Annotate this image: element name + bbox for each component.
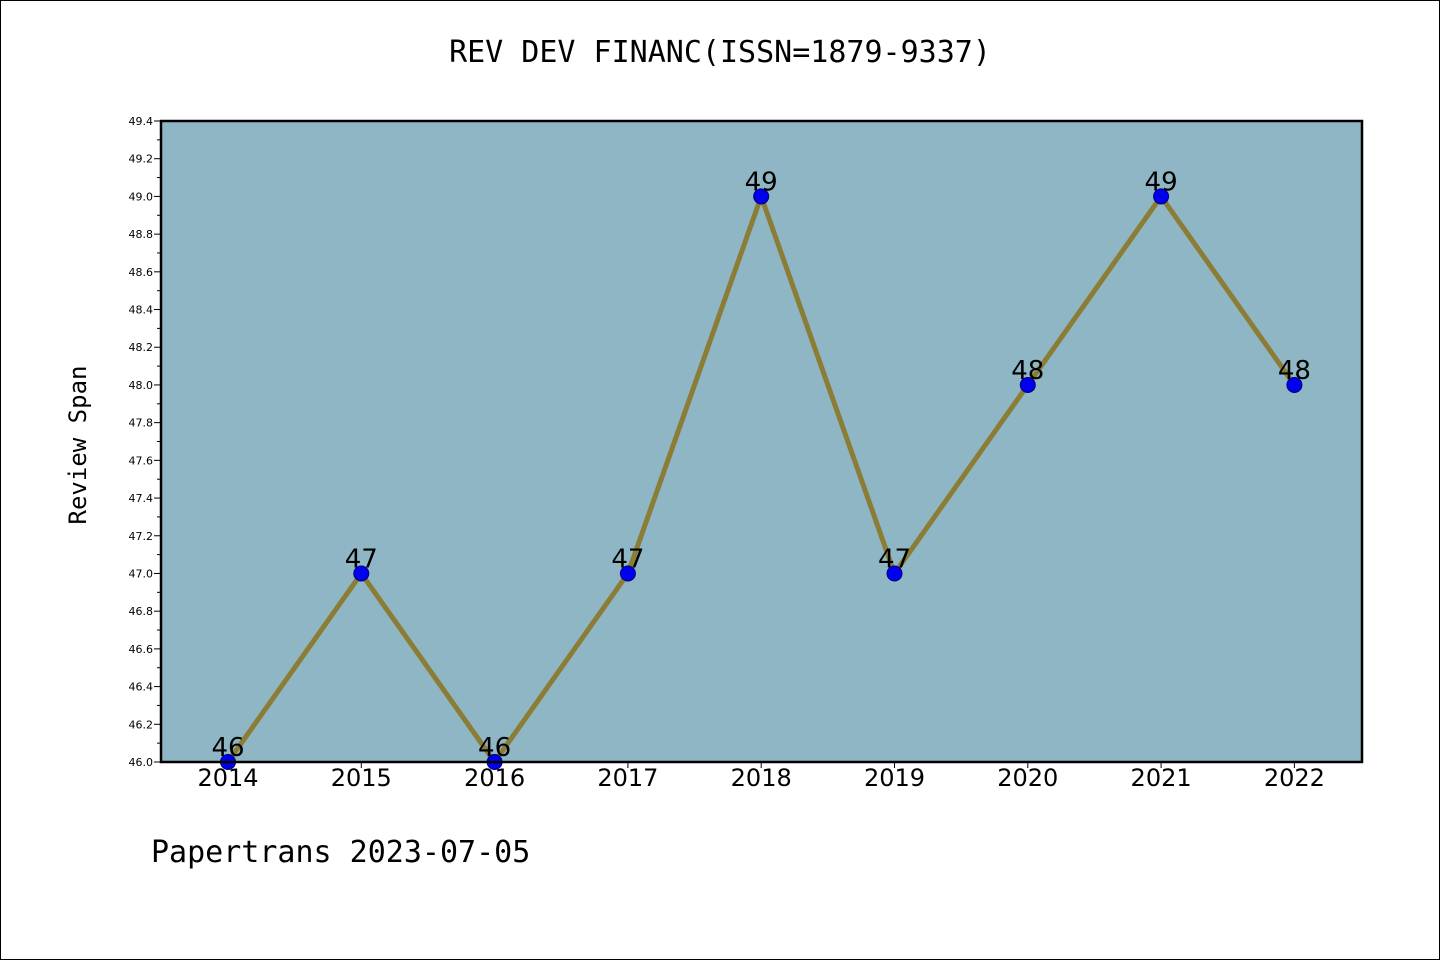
- data-point: [753, 188, 770, 205]
- x-tick-label: 2022: [1264, 764, 1325, 792]
- y-tick-label: 46.6: [129, 643, 154, 656]
- footer-credit: Papertrans 2023-07-05: [151, 835, 531, 870]
- data-label: 46: [478, 733, 511, 763]
- y-tick-label: 47.0: [129, 567, 154, 580]
- y-tick-label: 47.4: [129, 492, 154, 505]
- y-tick-label: 47.2: [129, 530, 154, 543]
- y-tick-label: 49.0: [129, 190, 154, 203]
- x-tick-label: 2018: [731, 764, 792, 792]
- data-point: [1153, 188, 1170, 205]
- y-tick-label: 46.0: [129, 756, 154, 769]
- data-point: [886, 565, 903, 582]
- y-tick-label: 47.6: [129, 454, 154, 467]
- y-tick-label: 49.4: [129, 115, 154, 128]
- data-label: 48: [1278, 356, 1311, 386]
- y-axis-ticks: 46.0 46.2 46.4 46.6 46.8 47.0 47.2 47.4 47.6 47.8…: [129, 115, 161, 769]
- x-axis-ticks: 2014 2015 2016 2017 2018 2019 2020 2021 2022: [197, 762, 1325, 792]
- y-tick-label: 48.0: [129, 379, 154, 392]
- x-tick-label: 2020: [997, 764, 1058, 792]
- data-point: [1286, 376, 1303, 393]
- y-tick-label: 49.2: [129, 153, 154, 166]
- x-tick-label: 2019: [864, 764, 925, 792]
- data-point: [619, 565, 636, 582]
- data-label: 47: [878, 544, 911, 574]
- x-tick-label: 2021: [1131, 764, 1192, 792]
- x-tick-label: 2015: [331, 764, 392, 792]
- data-label: 46: [211, 733, 244, 763]
- chart-title: REV DEV FINANC(ISSN=1879-9337): [449, 35, 991, 70]
- plot-background: [161, 121, 1362, 762]
- data-label: 47: [345, 544, 378, 574]
- y-tick-label: 48.2: [129, 341, 154, 354]
- y-tick-label: 47.8: [129, 417, 154, 430]
- data-label: 48: [1011, 356, 1044, 386]
- y-tick-label: 46.8: [129, 605, 154, 618]
- plot-frame: [159, 119, 1364, 764]
- data-label: 47: [611, 544, 644, 574]
- y-tick-label: 48.4: [129, 304, 154, 317]
- data-label: 49: [1145, 167, 1178, 197]
- y-tick-label: 48.8: [129, 228, 154, 241]
- data-point: [1019, 376, 1036, 393]
- data-label: 49: [745, 167, 778, 197]
- y-tick-label: 46.2: [129, 718, 154, 731]
- y-tick-label: 48.6: [129, 266, 154, 279]
- data-point: [353, 565, 370, 582]
- y-tick-label: 46.4: [129, 681, 154, 694]
- x-tick-label: 2017: [597, 764, 658, 792]
